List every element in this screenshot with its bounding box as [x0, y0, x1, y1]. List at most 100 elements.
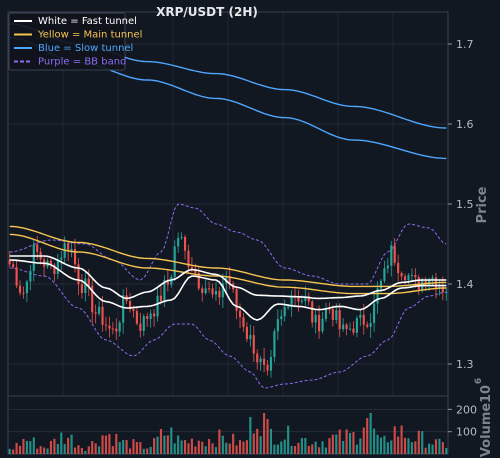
candle-body: [359, 314, 362, 319]
volume-bar: [197, 440, 200, 454]
candle-body: [111, 328, 114, 330]
candle-body: [53, 264, 56, 274]
candle-body: [60, 257, 63, 260]
legend-label: White = Fast tunnel: [38, 16, 137, 27]
volume-bar: [183, 440, 187, 454]
candle-body: [139, 323, 142, 331]
candle-body: [218, 290, 221, 298]
candle-body: [397, 262, 400, 274]
volume-bar: [407, 438, 410, 454]
candle-body: [283, 306, 286, 317]
volume-bar: [80, 448, 83, 454]
candle-body: [311, 301, 314, 323]
volume-bar: [15, 442, 18, 454]
candle-body: [324, 308, 328, 319]
candle-body: [211, 288, 214, 295]
candle-body: [369, 322, 372, 327]
candle-body: [228, 276, 231, 284]
volume-bar: [245, 440, 248, 454]
candle-body: [18, 285, 22, 293]
volume-bar: [338, 429, 341, 454]
candle-body: [287, 306, 290, 308]
volume-bar: [98, 446, 101, 454]
candle-body: [70, 249, 73, 251]
candle-body: [98, 306, 101, 314]
price-tick-label: 1.5: [456, 198, 474, 211]
candle-body: [22, 292, 25, 294]
price-axis-label: Price: [475, 186, 490, 223]
candle-body: [373, 303, 376, 323]
volume-bar: [328, 438, 331, 454]
volume-bar: [142, 448, 145, 454]
candle-body: [135, 311, 138, 324]
candle-body: [84, 278, 87, 293]
candle-body: [366, 324, 369, 327]
volume-bar: [153, 438, 156, 454]
candle-body: [108, 325, 111, 329]
volume-bar: [362, 427, 365, 454]
volume-bar: [173, 443, 176, 454]
candle-body: [242, 317, 245, 327]
candle-body: [400, 273, 403, 277]
volume-bar: [386, 442, 389, 454]
volume-bar: [441, 442, 444, 454]
candle-body: [94, 312, 97, 314]
volume-bar: [304, 437, 307, 454]
volume-bar: [273, 444, 276, 454]
candle-body: [379, 280, 383, 289]
volume-bar: [266, 418, 269, 454]
volume-tick-label: 100: [456, 426, 477, 439]
candle-body: [249, 335, 252, 340]
volume-bar: [324, 447, 328, 454]
bb-lower-line: [9, 267, 447, 389]
candle-body: [166, 280, 169, 285]
volume-bar: [379, 437, 383, 454]
fast-tunnel-lower: [9, 259, 447, 321]
volume-bar: [18, 445, 22, 454]
volume-bar: [293, 445, 297, 454]
volume-bar: [290, 445, 293, 454]
main-tunnel-upper: [9, 225, 447, 288]
volume-bar: [53, 438, 56, 454]
volume-bar: [49, 440, 53, 454]
volume-bar: [414, 441, 417, 454]
volume-bar: [12, 449, 15, 454]
volume-bar: [403, 437, 407, 454]
volume-bar: [60, 432, 63, 454]
volume-bar: [118, 442, 121, 454]
volume-bar: [39, 446, 42, 454]
volume-bar: [421, 431, 424, 454]
candle-body: [190, 267, 193, 270]
volume-bar: [43, 447, 46, 454]
volume-panel-frame: [7, 395, 449, 455]
chart-title: XRP/USDT (2H): [156, 5, 258, 19]
candle-body: [304, 296, 307, 301]
candle-body: [87, 278, 90, 286]
volume-bar: [194, 446, 197, 454]
candle-body: [269, 356, 273, 371]
candle-body: [290, 295, 293, 307]
indicator-bands: [9, 203, 447, 389]
candle-body: [104, 324, 108, 326]
candle-body: [352, 328, 355, 333]
candle-body: [383, 268, 386, 281]
candle-body: [132, 309, 135, 312]
volume-bar: [400, 425, 403, 454]
volume-bar: [263, 412, 266, 454]
volume-bar: [410, 442, 413, 454]
candle-body: [345, 324, 348, 329]
volume-bar: [139, 442, 142, 454]
volume-bar: [22, 438, 25, 454]
volume-bar: [29, 441, 32, 454]
volume-bar: [208, 438, 211, 454]
volume-bar: [46, 448, 49, 454]
candle-body: [101, 306, 104, 325]
candle-body: [407, 275, 410, 281]
volume-bar: [438, 438, 441, 454]
candle-body: [183, 237, 187, 251]
volume-multiplier: 10 6: [474, 378, 494, 403]
volume-axis-label: Volume: [479, 403, 494, 458]
volume-bar: [342, 441, 345, 454]
volume-bar: [204, 446, 207, 454]
candle-body: [410, 274, 413, 276]
